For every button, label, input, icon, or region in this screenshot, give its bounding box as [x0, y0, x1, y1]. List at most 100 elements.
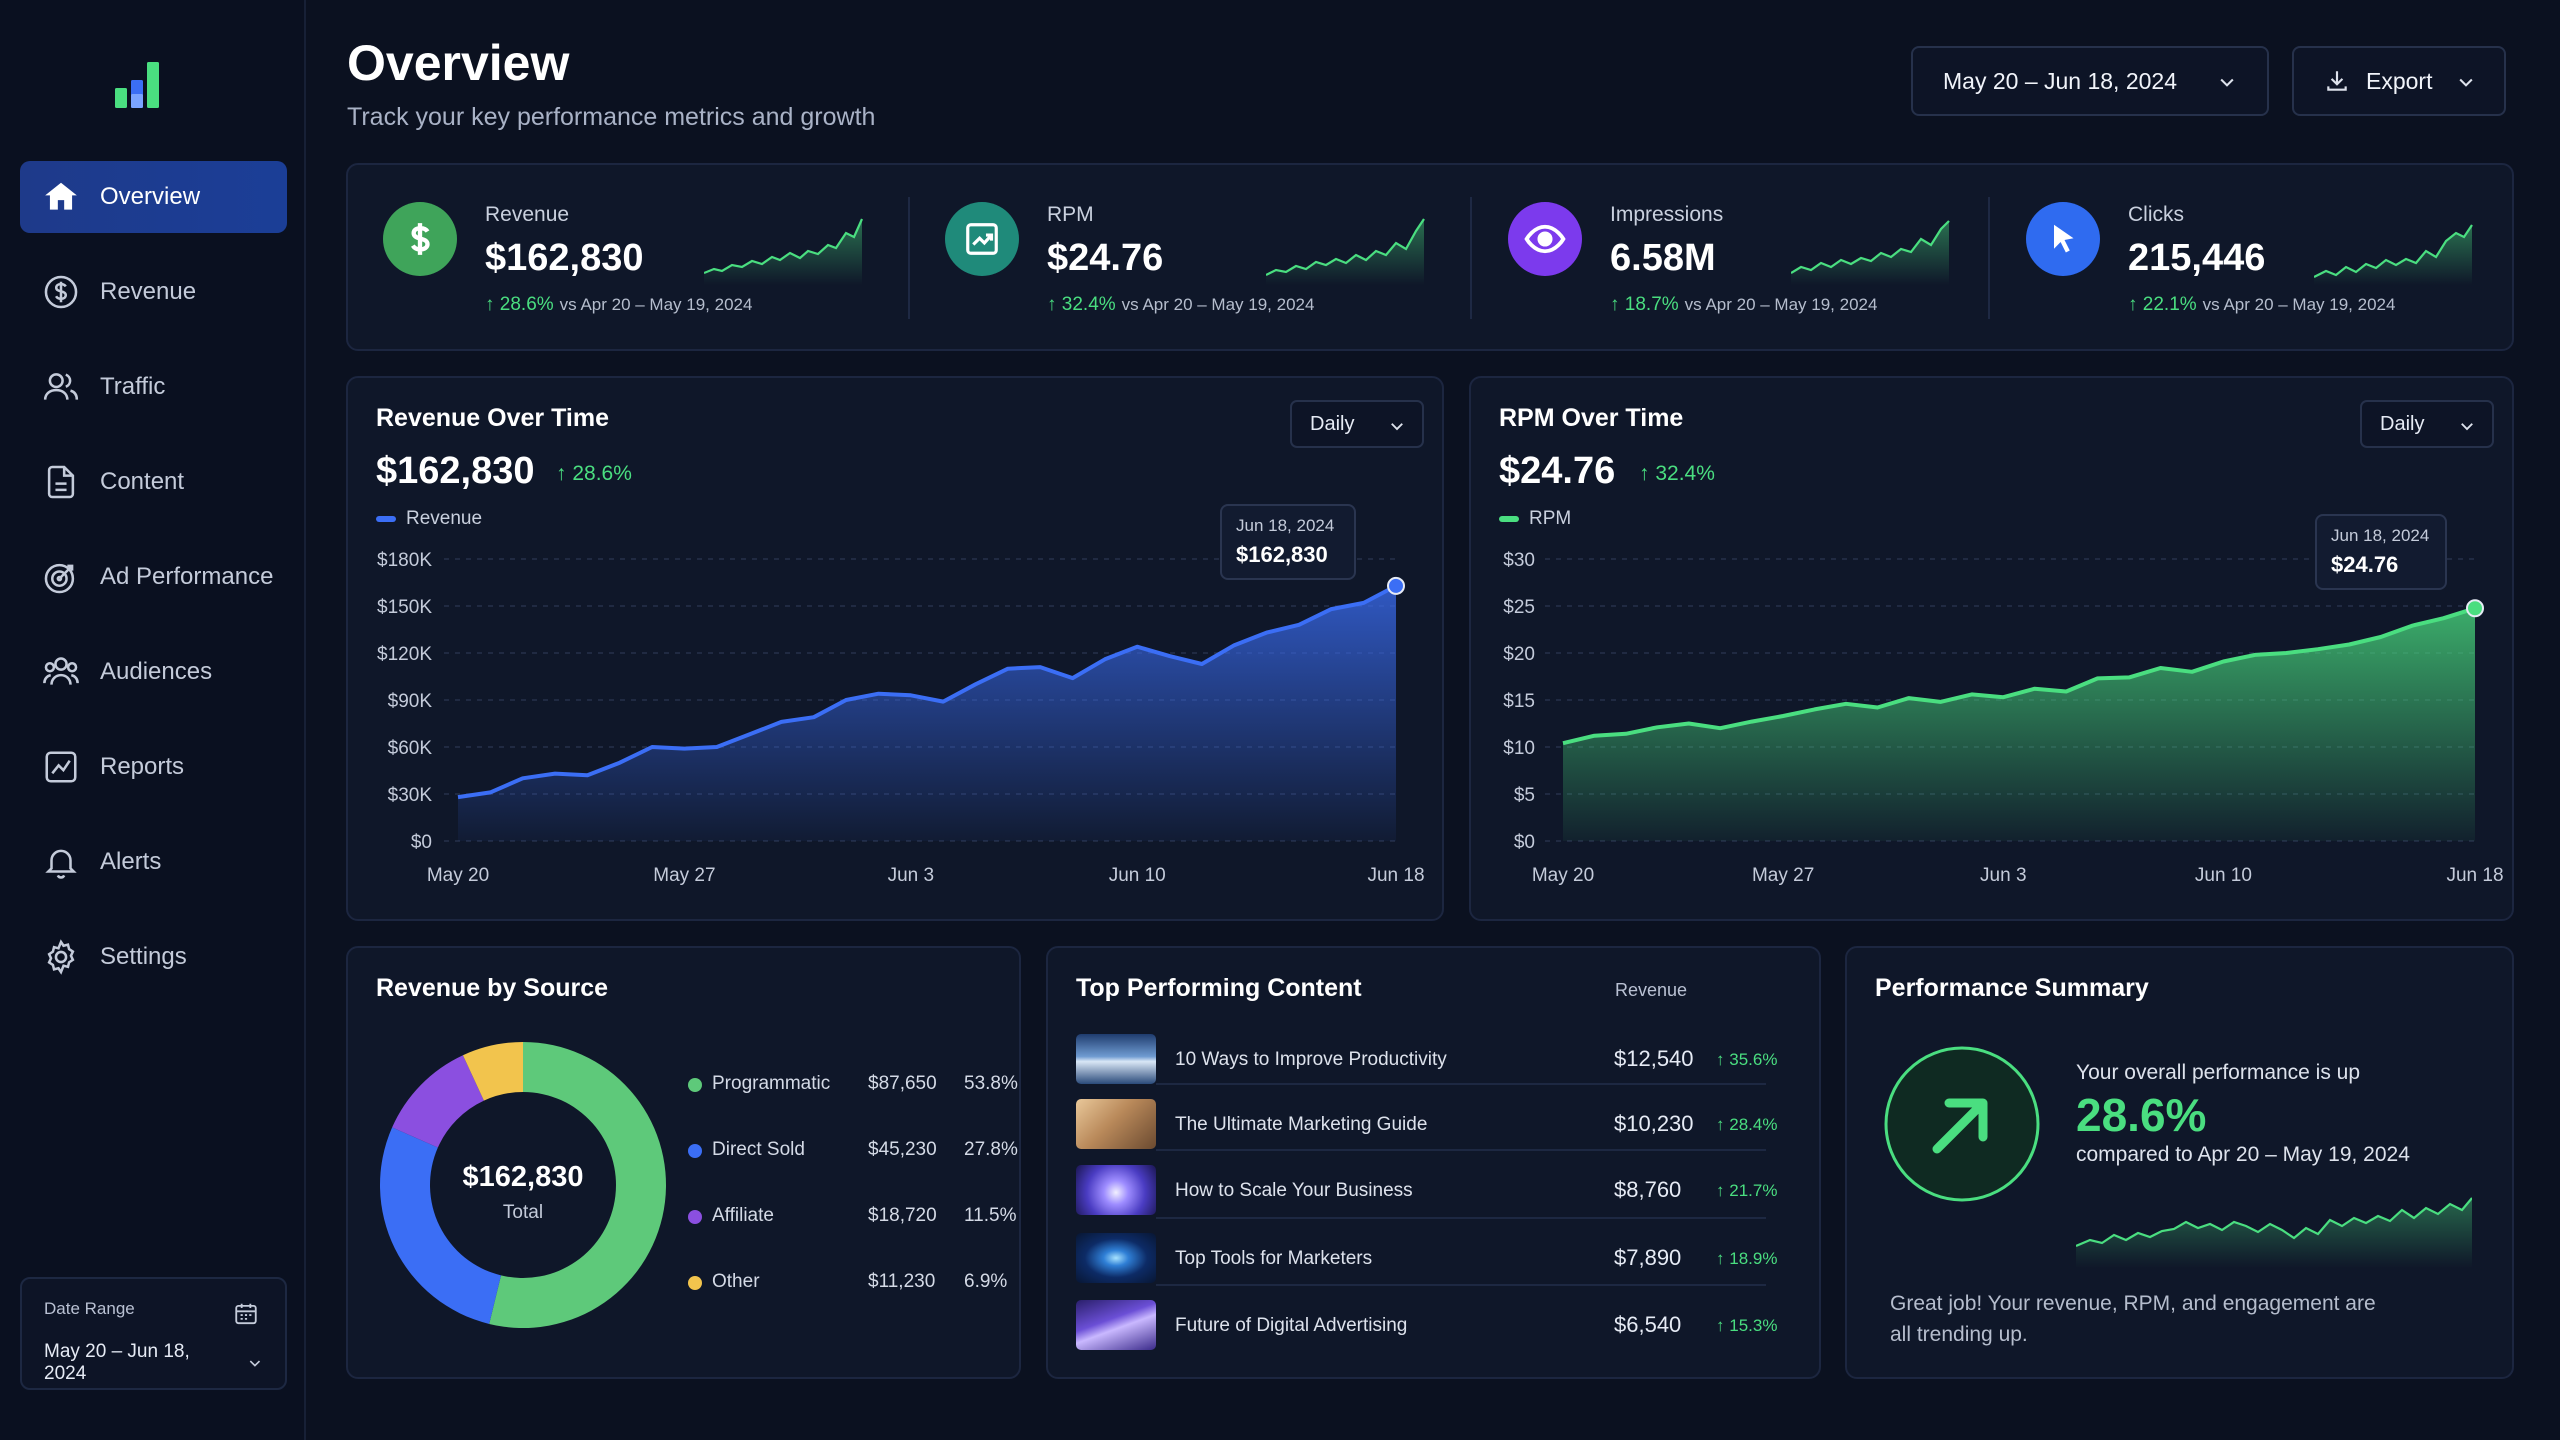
data-point[interactable] — [1686, 721, 1692, 727]
content-row[interactable]: Top Tools for Marketers $7,890 ↑ 18.9% — [1076, 1223, 1794, 1289]
sidebar-item-settings[interactable]: Settings — [20, 921, 287, 993]
data-point[interactable] — [1134, 644, 1140, 650]
rpm-interval-select[interactable]: Daily — [2360, 400, 2494, 448]
data-point[interactable] — [1937, 699, 1943, 705]
data-point[interactable] — [2409, 623, 2415, 629]
data-point[interactable] — [714, 744, 720, 750]
revenue-source-card: Revenue by Source $162,830 Total Program… — [346, 946, 1021, 1379]
data-point[interactable] — [584, 772, 590, 778]
revenue-area-chart[interactable]: $0 $30K $60K $90K $120K $150K $180K May 20 May 2… — [348, 378, 1446, 923]
data-point[interactable] — [875, 691, 881, 697]
sidebar-item-ad-performance[interactable]: Ad Performance — [20, 541, 287, 613]
data-point[interactable] — [1623, 731, 1629, 737]
data-point[interactable] — [1906, 695, 1912, 701]
data-point[interactable] — [1749, 719, 1755, 725]
data-point[interactable] — [1231, 642, 1237, 648]
content-row[interactable]: How to Scale Your Business $8,760 ↑ 21.7… — [1076, 1155, 1794, 1221]
source-row-direct-sold[interactable]: Direct Sold $45,230 27.8% — [688, 1136, 1018, 1166]
data-point[interactable] — [1717, 725, 1723, 731]
content-row[interactable]: Future of Digital Advertising $6,540 ↑ 1… — [1076, 1290, 1794, 1356]
data-point[interactable] — [1812, 706, 1818, 712]
donut-slice-affiliate[interactable] — [392, 1055, 484, 1148]
data-point[interactable] — [2283, 650, 2289, 656]
data-point[interactable] — [908, 692, 914, 698]
sidebar-date-range[interactable]: Date Range May 20 – Jun 18, 2024 — [20, 1277, 287, 1390]
sidebar-item-reports[interactable]: Reports — [20, 731, 287, 803]
data-point[interactable] — [1199, 661, 1205, 667]
data-point[interactable] — [2252, 652, 2258, 658]
x-tick-label: Jun 18 — [1367, 865, 1424, 886]
sidebar-item-revenue[interactable]: Revenue — [20, 256, 287, 328]
sidebar-item-audiences[interactable]: Audiences — [20, 636, 287, 708]
data-point[interactable] — [1328, 606, 1334, 612]
data-point[interactable] — [1591, 733, 1597, 739]
summary-line1: Your overall performance is up — [2076, 1061, 2361, 1084]
data-point[interactable] — [520, 775, 526, 781]
data-point[interactable] — [2000, 694, 2006, 700]
export-button[interactable]: Export — [2292, 46, 2506, 116]
data-point[interactable] — [2346, 642, 2352, 648]
rpm-area-chart[interactable]: $0 $5 $10 $15 $20 $25 $30 May 20 May 27 Jun 3 Jun … — [1471, 378, 2516, 923]
data-point[interactable] — [1654, 724, 1660, 730]
data-point[interactable] — [455, 794, 461, 800]
data-point[interactable] — [2378, 634, 2384, 640]
donut-slice-other[interactable] — [462, 1042, 523, 1101]
content-row[interactable]: The Ultimate Marketing Guide $10,230 ↑ 2… — [1076, 1089, 1794, 1155]
data-point[interactable] — [552, 771, 558, 777]
sidebar-item-overview[interactable]: Overview — [20, 161, 287, 233]
data-point[interactable] — [2441, 615, 2447, 621]
data-point[interactable] — [2126, 674, 2132, 680]
donut-slice-direct-sold[interactable] — [380, 1127, 502, 1324]
data-point[interactable] — [1037, 664, 1043, 670]
data-point[interactable] — [1005, 666, 1011, 672]
data-point[interactable] — [1874, 705, 1880, 711]
revenue-source-donut[interactable]: $162,830 Total — [378, 1040, 668, 1330]
source-row-programmatic[interactable]: Programmatic $87,650 53.8% — [688, 1070, 1018, 1100]
data-point[interactable] — [778, 719, 784, 725]
sidebar-item-content[interactable]: Content — [20, 446, 287, 518]
data-point[interactable] — [681, 746, 687, 752]
data-point[interactable] — [843, 697, 849, 703]
kpi-rpm[interactable]: RPM $24.76 ↑ 32.4% vs Apr 20 – May 19, 20… — [910, 165, 1470, 349]
data-point[interactable] — [2158, 665, 2164, 671]
highlight-point[interactable] — [2466, 599, 2484, 618]
sidebar-item-label: Ad Performance — [100, 563, 274, 590]
content-row[interactable]: 10 Ways to Improve Productivity $12,540 … — [1076, 1024, 1794, 1090]
kpi-clicks[interactable]: Clicks 215,446 ↑ 22.1% vs Apr 20 – May 19… — [1991, 165, 2511, 349]
data-point[interactable] — [1361, 600, 1367, 606]
data-point[interactable] — [1070, 675, 1076, 681]
source-row-other[interactable]: Other $11,230 6.9% — [688, 1268, 1018, 1298]
data-point[interactable] — [2189, 669, 2195, 675]
donut-slice-programmatic[interactable] — [489, 1042, 666, 1328]
data-point[interactable] — [1167, 653, 1173, 659]
data-point[interactable] — [617, 760, 623, 766]
kpi-revenue[interactable]: Revenue $162,830 ↑ 28.6% vs Apr 20 – May … — [348, 165, 908, 349]
data-point[interactable] — [940, 699, 946, 705]
data-point[interactable] — [2220, 658, 2226, 664]
kpi-impressions[interactable]: Impressions 6.58M ↑ 18.7% vs Apr 20 – May… — [1473, 165, 1987, 349]
data-point[interactable] — [649, 744, 655, 750]
data-point[interactable] — [1969, 691, 1975, 697]
data-point[interactable] — [746, 731, 752, 737]
revenue-interval-select[interactable]: Daily — [1290, 400, 1424, 448]
source-row-affiliate[interactable]: Affiliate $18,720 11.5% — [688, 1202, 1018, 1232]
data-point[interactable] — [1102, 656, 1108, 662]
date-range-button[interactable]: May 20 – Jun 18, 2024 — [1911, 46, 2269, 116]
data-point[interactable] — [487, 789, 493, 795]
data-point[interactable] — [1780, 713, 1786, 719]
data-point[interactable] — [2095, 675, 2101, 681]
highlight-point[interactable] — [1387, 576, 1405, 595]
app-logo[interactable] — [113, 58, 173, 110]
data-point[interactable] — [1843, 701, 1849, 707]
data-point[interactable] — [973, 681, 979, 687]
data-point[interactable] — [811, 714, 817, 720]
x-tick-label: Jun 10 — [2195, 865, 2252, 886]
data-point[interactable] — [1264, 630, 1270, 636]
data-point[interactable] — [2032, 686, 2038, 692]
sidebar-item-traffic[interactable]: Traffic — [20, 351, 287, 423]
data-point[interactable] — [1296, 622, 1302, 628]
data-point[interactable] — [2063, 689, 2069, 695]
data-point[interactable] — [2315, 646, 2321, 652]
data-point[interactable] — [1560, 740, 1566, 746]
sidebar-item-alerts[interactable]: Alerts — [20, 826, 287, 898]
